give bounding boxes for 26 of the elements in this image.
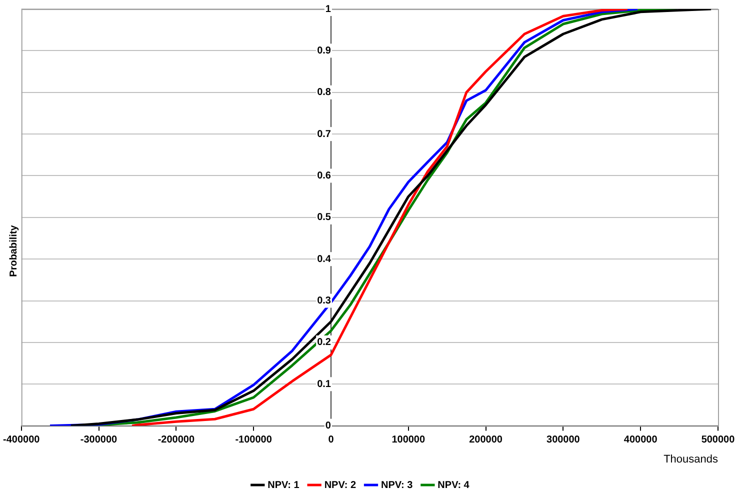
- y-tick-label: 0.2: [317, 337, 332, 348]
- y-tick-label: 0.3: [317, 296, 332, 307]
- y-axis-title: Probability: [8, 225, 20, 277]
- y-tick-label: 0.6: [317, 170, 332, 182]
- y-tick-label: 0.5: [317, 212, 332, 224]
- x-tick-label: 500000: [701, 434, 736, 446]
- legend-label: NPV: 1: [268, 480, 300, 491]
- x-tick-label: 300000: [546, 434, 580, 446]
- y-tick-label: 1: [325, 4, 332, 15]
- legend-label: NPV: 4: [438, 480, 470, 491]
- y-tick-label: 0.8: [317, 87, 332, 98]
- x-tick-label: 100000: [392, 434, 426, 446]
- y-tick-label: 0.1: [317, 378, 332, 390]
- x-tick-label: 200000: [469, 434, 503, 446]
- y-tick-label: 0.7: [317, 128, 332, 140]
- y-tick-label: 0.4: [317, 254, 332, 265]
- y-tick-label: 0.9: [317, 45, 332, 56]
- legend-label: NPV: 3: [381, 480, 414, 491]
- y-tick-label: 0: [325, 420, 332, 432]
- x-axis-title: Thousands: [664, 453, 718, 466]
- x-tick-label: -100000: [235, 434, 272, 446]
- legend-label: NPV: 2: [324, 480, 356, 491]
- x-tick-label: 400000: [624, 434, 658, 446]
- x-tick-label: -200000: [158, 434, 195, 446]
- x-tick-label: -400000: [3, 434, 40, 446]
- x-tick-label: -300000: [80, 434, 118, 446]
